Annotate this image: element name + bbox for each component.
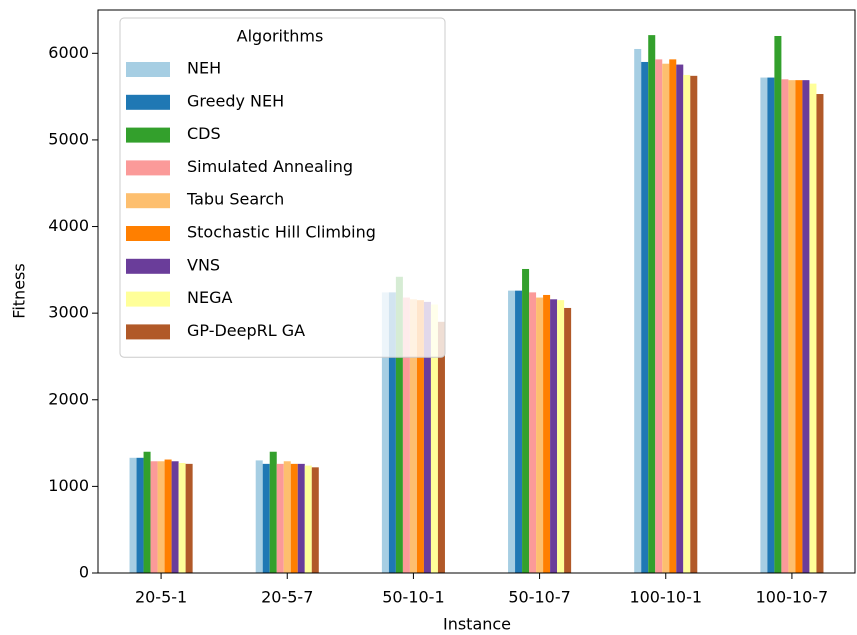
bar [423,301,431,573]
legend-swatch [126,62,170,77]
x-tick-label: 20-5-1 [135,588,187,607]
bar [381,292,389,573]
bar [662,63,670,573]
bar [136,457,144,573]
bar [297,463,305,573]
bar [767,77,775,573]
bar [262,463,270,573]
y-tick-label: 6000 [48,43,89,62]
plot-frame [97,9,856,574]
legend-swatch [126,193,170,209]
bar [311,467,319,573]
bar [515,290,523,573]
bar [802,80,810,574]
bar [409,299,417,573]
bar [283,461,291,573]
bar [157,461,165,573]
bar [788,80,796,574]
bar [437,321,445,573]
legend-label: NEGA [187,288,232,307]
y-tick-label: 1000 [48,476,89,495]
legend-box [119,17,446,358]
legend-label: Stochastic Hill Climbing [187,223,376,242]
bar [416,300,424,573]
y-axis-label: Fitness [10,263,29,318]
bar [781,79,789,574]
y-tick-label: 0 [79,563,89,582]
legend-label: Simulated Annealing [187,157,353,176]
bar [150,461,158,573]
legend-title: Algorithms [237,27,324,46]
bar [255,460,263,573]
bar [760,77,768,573]
y-tick-label: 2000 [48,389,89,408]
legend-swatch [126,160,170,176]
bar [550,299,558,573]
bar [543,294,551,573]
bar [171,461,179,573]
bar [669,59,677,573]
bar [536,297,544,573]
legend-swatch [126,291,170,307]
legend-label: Tabu Search [186,190,284,209]
bar [529,292,537,573]
bar [129,457,137,573]
bar [676,64,684,574]
bar [430,304,438,573]
x-tick-label: 50-10-1 [382,588,444,607]
legend-swatch [126,226,170,241]
bar [641,61,649,573]
legend-swatch [126,258,170,274]
y-tick-label: 5000 [48,129,89,148]
legend-label: VNS [187,255,220,274]
bar [304,465,312,573]
bar [816,94,824,574]
bar [634,48,642,573]
x-tick-label: 100-10-7 [756,588,829,607]
bar [522,268,530,573]
bar [683,74,691,573]
x-tick-label: 20-5-7 [261,588,313,607]
bar [557,300,565,573]
x-axis-label: Instance [443,615,511,634]
legend-swatch [126,94,170,110]
legend-label: Greedy NEH [187,91,284,110]
legend-label: GP-DeepRL GA [187,321,305,340]
bar [402,297,410,573]
x-tick-label: 100-10-1 [629,588,702,607]
bar [508,290,516,573]
bar [185,463,193,573]
bar [388,292,396,573]
bar [809,83,817,573]
legend-label: NEH [187,59,221,78]
bar [774,35,782,573]
bar [276,463,284,573]
legend-label: CDS [187,124,221,143]
y-tick-label: 4000 [48,216,89,235]
y-tick-label: 3000 [48,303,89,322]
bar [395,276,403,573]
x-tick-label: 50-10-7 [508,588,570,607]
legend-swatch [126,324,170,340]
bar [655,59,663,573]
bar [795,80,803,574]
bar [290,463,298,573]
legend-swatch [126,127,170,143]
bar [690,75,698,573]
bar [648,35,656,573]
bar [143,451,151,573]
bar [164,459,172,573]
bar [564,307,572,573]
bar [269,451,277,573]
bar [178,462,186,573]
